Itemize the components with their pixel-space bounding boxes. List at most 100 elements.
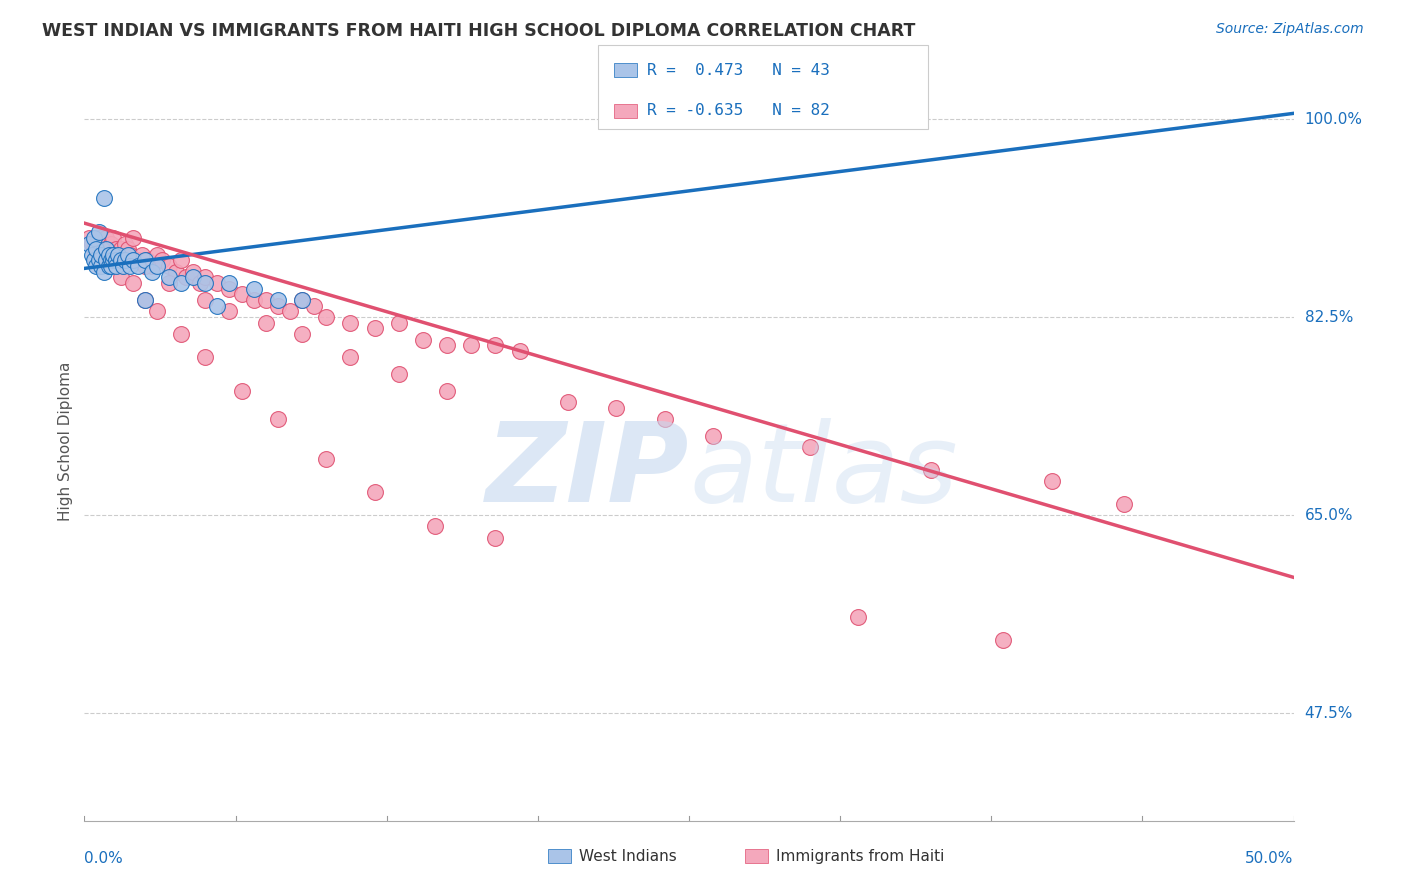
Point [150,253,173,268]
Text: WEST INDIAN VS IMMIGRANTS FROM HAITI HIGH SCHOOL DIPLOMA CORRELATION CHART: WEST INDIAN VS IMMIGRANTS FROM HAITI HIG… [42,22,915,40]
Point [267,412,290,426]
Point [436,338,458,352]
Point [181,270,204,285]
Point [181,265,204,279]
Point [207,276,229,290]
Point [291,326,314,341]
Point [120,259,142,273]
Point [107,253,129,268]
Point [90,259,112,273]
Point [194,276,217,290]
Point [231,287,253,301]
Text: 50.0%: 50.0% [1246,851,1294,866]
Text: 82.5%: 82.5% [1305,310,1353,325]
Point [194,293,217,307]
Point [254,316,277,330]
Point [121,276,143,290]
Point [846,610,869,624]
Point [93,248,115,262]
Point [110,253,132,268]
Point [94,242,117,256]
Point [127,253,149,268]
Point [104,253,127,268]
Point [174,270,197,285]
Point [509,344,531,359]
Point [484,338,506,352]
Point [121,253,143,268]
Point [83,253,105,268]
Point [157,270,180,285]
Point [93,265,115,279]
Point [86,259,108,273]
Point [103,253,125,268]
Text: Source: ZipAtlas.com: Source: ZipAtlas.com [1216,22,1364,37]
Point [86,242,108,256]
Point [557,395,579,409]
Point [77,231,100,245]
Point [131,248,153,262]
Point [231,384,253,398]
Point [315,451,337,466]
Y-axis label: High School Diploma: High School Diploma [58,362,73,521]
Text: West Indians: West Indians [579,849,678,863]
Point [170,326,193,341]
Point [218,282,240,296]
Point [1114,497,1136,511]
Text: 0.0%: 0.0% [84,851,124,866]
Text: 65.0%: 65.0% [1305,508,1353,523]
Point [77,236,100,251]
Point [363,485,385,500]
Point [80,248,103,262]
Point [103,248,125,262]
Point [97,242,120,256]
Point [120,248,142,262]
Point [412,333,434,347]
Text: Immigrants from Haiti: Immigrants from Haiti [776,849,945,863]
Point [165,265,187,279]
Point [1040,474,1063,488]
Point [112,259,135,273]
Point [134,293,156,307]
Point [87,231,110,245]
Point [94,231,117,245]
Point [278,304,301,318]
Point [90,248,112,262]
Point [194,270,217,285]
Point [242,282,264,296]
Point [100,253,122,268]
Point [100,259,122,273]
Text: R =  0.473   N = 43: R = 0.473 N = 43 [647,62,830,78]
Text: R = -0.635   N = 82: R = -0.635 N = 82 [647,103,830,119]
Point [134,253,156,268]
Point [141,265,163,279]
Point [97,248,120,262]
Point [100,236,122,251]
Point [605,401,627,415]
Point [121,231,143,245]
Text: atlas: atlas [689,418,957,525]
Point [702,429,724,443]
Point [654,412,676,426]
Point [218,304,240,318]
Text: 100.0%: 100.0% [1305,112,1362,127]
Point [146,259,169,273]
Point [291,293,314,307]
Point [920,463,942,477]
Point [170,276,193,290]
Point [315,310,337,324]
Point [90,242,112,256]
Point [86,236,108,251]
Point [363,321,385,335]
Point [80,236,103,251]
Point [114,236,136,251]
Point [87,225,110,239]
Point [254,293,277,307]
Point [117,242,139,256]
Point [339,316,361,330]
Point [157,259,180,273]
Point [141,259,163,273]
Point [146,248,169,262]
Point [388,316,411,330]
Point [207,299,229,313]
Point [103,231,125,245]
